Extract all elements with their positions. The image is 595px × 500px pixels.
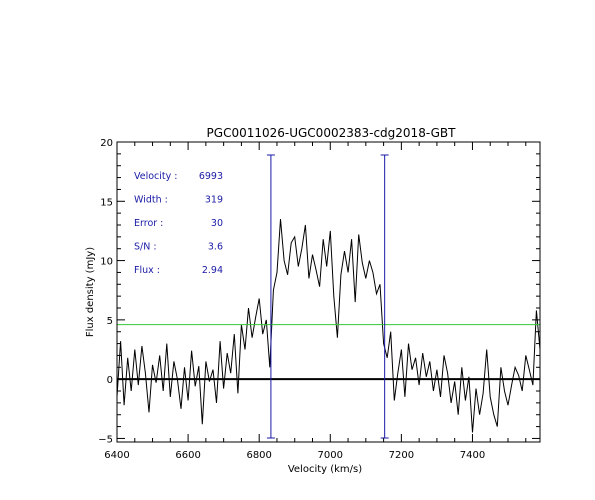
x-tick-label: 6400	[104, 450, 129, 461]
reference-lines	[117, 154, 540, 439]
x-tick-label: 6600	[175, 450, 200, 461]
annotation-value: 3.6	[208, 242, 223, 253]
series-layer	[116, 219, 541, 433]
y-tick-label: 15	[100, 197, 113, 208]
x-tick-label: 7400	[460, 450, 485, 461]
x-tick-label: 7200	[389, 450, 414, 461]
annotation-label: Flux :	[134, 265, 160, 276]
x-tick-label: 6800	[246, 450, 271, 461]
axes	[116, 141, 541, 443]
spectrum-line	[116, 219, 541, 433]
y-tick-label: 0	[107, 375, 113, 386]
annotation-label: Width :	[134, 195, 168, 206]
plot-frame	[116, 141, 541, 443]
x-tick-label: 7000	[318, 450, 343, 461]
x-axis-label: Velocity (km/s)	[288, 464, 362, 475]
y-tick-label: 5	[107, 316, 113, 327]
annotation-value: 30	[211, 218, 223, 229]
y-axis-label: Flux density (mJy)	[85, 247, 96, 337]
annotation-label: Velocity :	[134, 171, 178, 182]
annotation-value: 319	[205, 195, 223, 206]
annotation-value: 2.94	[202, 265, 223, 276]
tick-labels: 6400 6600 6800 7000 7200 7400 −5 0 5 10 15 20	[98, 138, 485, 461]
y-tick-label: 20	[100, 138, 113, 149]
annotation-label: S/N :	[134, 242, 157, 253]
chart-title: PGC0011026-UGC0002383-cdg2018-GBT	[207, 126, 457, 140]
y-tick-label: −5	[98, 434, 113, 445]
annotations: Velocity : 6993 Width : 319 Error : 30 S/N : 3.…	[134, 171, 223, 276]
annotation-label: Error :	[134, 218, 163, 229]
annotation-value: 6993	[199, 171, 223, 182]
y-tick-label: 10	[100, 257, 113, 268]
